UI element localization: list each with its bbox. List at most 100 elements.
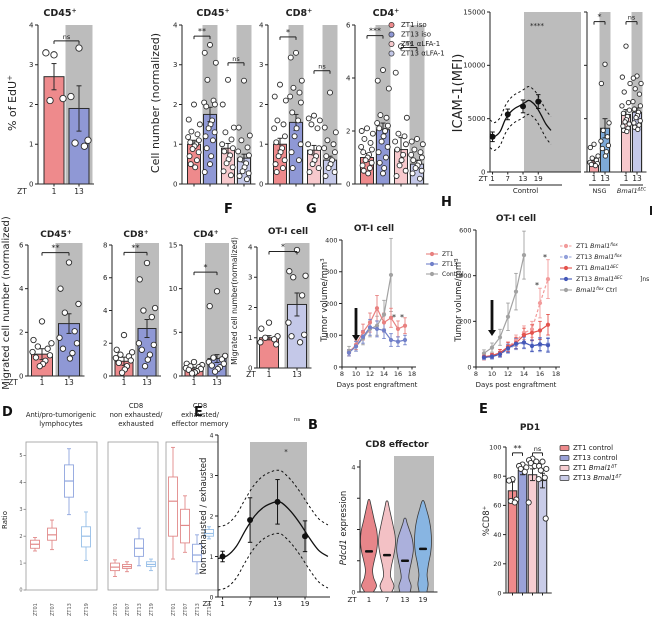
- svg-text:3: 3: [248, 274, 252, 282]
- svg-text:14: 14: [520, 370, 528, 378]
- svg-text:60: 60: [493, 502, 501, 510]
- svg-text:ZT1 Bmal1ΔEC​: ZT1 Bmal1ΔEC​: [576, 264, 619, 272]
- svg-text:ZT: ZT: [478, 175, 488, 183]
- svg-text:4: 4: [19, 480, 22, 486]
- svg-text:**: **: [514, 444, 522, 453]
- svg-text:*: *: [284, 448, 288, 456]
- svg-text:0: 0: [173, 372, 177, 380]
- svg-text:14: 14: [380, 370, 388, 378]
- svg-text:13: 13: [401, 596, 410, 604]
- svg-text:ns: ns: [232, 55, 240, 63]
- svg-text:CD8: CD8: [129, 402, 143, 410]
- svg-text:ZT13: ZT13: [137, 603, 143, 616]
- svg-text:ZT07: ZT07: [183, 603, 189, 616]
- svg-text:CD8: CD8: [193, 402, 207, 410]
- svg-text:13: 13: [142, 378, 152, 387]
- svg-text:*: *: [543, 253, 547, 262]
- svg-text:100: 100: [325, 332, 337, 340]
- svg-text:*: *: [286, 28, 290, 37]
- panel-panel-b-violin: 0 4 ZT 1 7 13 19 CD8 effector Pdcd1 expression: [339, 440, 438, 604]
- svg-text:Tumor volume/mm3​: Tumor volume/mm3​: [454, 258, 464, 343]
- svg-text:ZT: ZT: [347, 596, 357, 604]
- svg-text:1: 1: [367, 596, 371, 604]
- panel-label-h: H: [441, 195, 452, 210]
- panel-label-f: F: [224, 202, 233, 217]
- svg-text:ZT13 Bmal1flox​: ZT13 Bmal1flox​: [576, 253, 622, 261]
- svg-text:*: *: [598, 13, 602, 22]
- panel-panel-m-cd4: 0 5 10 15 * 1 13 CD4+​: [169, 230, 231, 387]
- svg-text:Control: Control: [513, 187, 538, 195]
- svg-text:**: **: [132, 243, 140, 252]
- svg-text:ZT13 Bmal1ΔT​: ZT13 Bmal1ΔT​: [573, 474, 623, 482]
- svg-text:ns: ns: [294, 417, 300, 423]
- svg-text:40: 40: [493, 531, 501, 539]
- svg-text:4: 4: [351, 463, 355, 471]
- svg-text:***: ***: [369, 27, 381, 36]
- svg-text:19: 19: [301, 600, 310, 608]
- svg-text:ns: ns: [405, 40, 413, 48]
- panel-label-e2: E: [479, 402, 488, 417]
- svg-text:effector memory: effector memory: [172, 420, 229, 428]
- svg-text:4: 4: [103, 307, 108, 315]
- svg-text:ZT13 iso: ZT13 iso: [401, 31, 431, 39]
- svg-text:2: 2: [19, 534, 22, 540]
- svg-text:ZT1: ZT1: [442, 251, 454, 258]
- svg-text:1: 1: [122, 378, 127, 387]
- svg-text:7: 7: [385, 596, 389, 604]
- svg-text:4: 4: [210, 432, 214, 439]
- svg-text:16: 16: [536, 370, 544, 378]
- panel-panel-b-cd8: 0 1 2 3 4 * ns CD8+​: [259, 8, 342, 188]
- svg-text:7: 7: [248, 600, 252, 608]
- svg-text:CD4+​: CD4+​: [193, 230, 218, 240]
- panel-legend-pd1: ZT1 control ZT13 control ZT1 Bmal1ΔT​ ZT13 …: [559, 444, 623, 482]
- svg-text:Bmal1flox​ Ctrl: Bmal1flox​ Ctrl: [576, 286, 617, 294]
- svg-text:Ratio: Ratio: [1, 511, 9, 529]
- svg-text:1: 1: [248, 334, 252, 342]
- svg-text:0: 0: [29, 180, 33, 188]
- svg-text:ZT1 control: ZT1 control: [573, 444, 613, 452]
- svg-text:ZT13: ZT13: [67, 603, 73, 616]
- svg-text:16: 16: [394, 370, 402, 378]
- svg-text:13: 13: [273, 600, 282, 608]
- svg-text:200: 200: [459, 318, 471, 326]
- svg-text:NSG: NSG: [592, 187, 606, 195]
- svg-text:ICAM-1(MFI): ICAM-1(MFI): [451, 54, 466, 133]
- svg-text:10: 10: [169, 285, 178, 293]
- svg-text:2: 2: [173, 101, 177, 109]
- svg-text:3: 3: [259, 61, 263, 69]
- svg-text:5000: 5000: [468, 115, 486, 123]
- panel-label-e1: E: [194, 405, 203, 420]
- svg-text:*: *: [535, 281, 539, 290]
- svg-text:0: 0: [103, 372, 107, 380]
- clipped-panel-label-icon: [650, 206, 652, 215]
- svg-text:2: 2: [210, 513, 214, 520]
- svg-text:1: 1: [267, 370, 272, 379]
- svg-text:1: 1: [29, 141, 33, 149]
- svg-text:400: 400: [459, 272, 471, 280]
- svg-text:CD4+​: CD4+​: [373, 8, 400, 19]
- svg-text:1: 1: [210, 554, 214, 561]
- svg-text:10: 10: [488, 370, 496, 378]
- svg-text:13: 13: [519, 175, 528, 183]
- svg-text:ZT1 Bmal1ΔT​: ZT1 Bmal1ΔT​: [573, 464, 618, 472]
- svg-text:2: 2: [19, 329, 23, 337]
- svg-text:]ns: ]ns: [640, 276, 649, 283]
- svg-text:Days post engraftment: Days post engraftment: [337, 381, 418, 389]
- svg-text:ZT19: ZT19: [207, 603, 213, 616]
- svg-text:0: 0: [248, 364, 252, 372]
- svg-text:8: 8: [103, 241, 107, 249]
- svg-text:0: 0: [497, 589, 501, 597]
- svg-text:OT-I cell: OT-I cell: [354, 224, 394, 234]
- svg-text:Migrated cell number(normalize: Migrated cell number(normalized): [230, 237, 239, 365]
- svg-text:1: 1: [490, 175, 494, 183]
- panel-panel-m-cd45: 0 2 4 6 ** ZT 1 13 CD45+​: [8, 230, 85, 387]
- svg-text:12: 12: [504, 370, 512, 378]
- svg-text:7: 7: [506, 175, 510, 183]
- svg-text:4: 4: [248, 243, 253, 251]
- svg-text:10: 10: [352, 370, 360, 378]
